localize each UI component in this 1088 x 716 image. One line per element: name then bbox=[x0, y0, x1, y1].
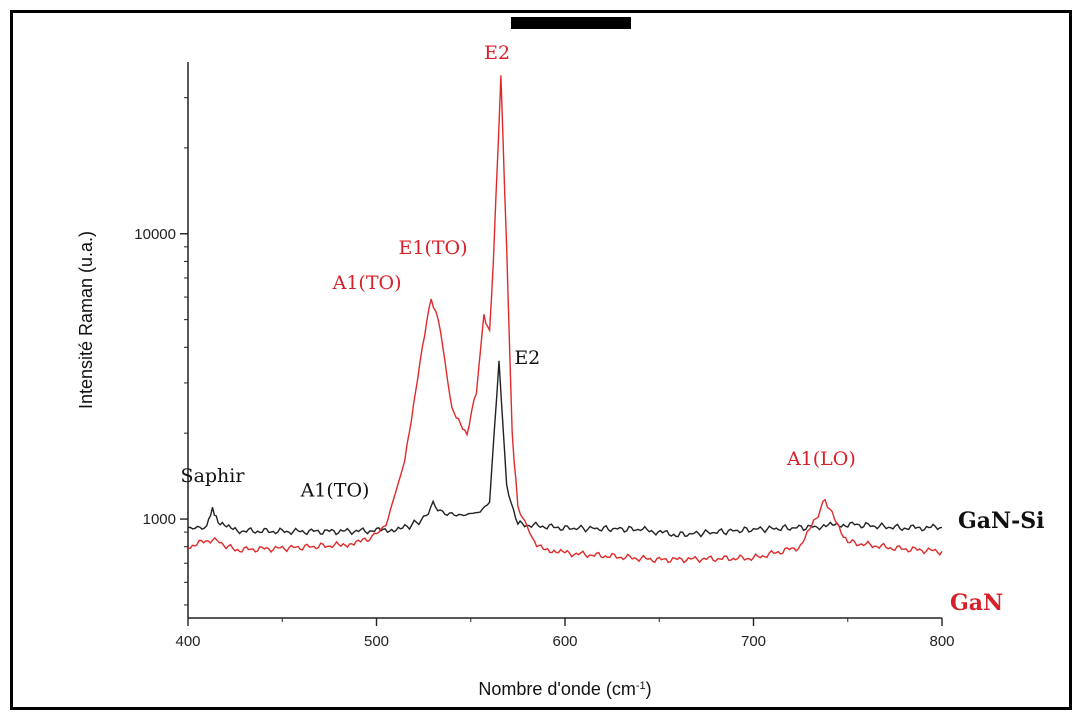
x-axis-title: Nombre d'onde (cm-1) bbox=[478, 679, 651, 699]
peak-annotation: Saphir bbox=[181, 465, 246, 487]
y-axis-title: Intensité Raman (u.a.) bbox=[76, 231, 96, 409]
peak-annotation: A1(LO) bbox=[786, 448, 856, 470]
series-line-gan bbox=[187, 75, 943, 564]
legend-label-gan-si: GaN-Si bbox=[958, 508, 1045, 534]
y-tick-label: 1000 bbox=[143, 511, 176, 528]
peak-annotation: E2 bbox=[514, 347, 540, 369]
top-decoration-bar bbox=[511, 17, 631, 29]
x-tick-label: 500 bbox=[364, 633, 389, 650]
chart-frame bbox=[10, 10, 1072, 710]
peak-annotation: E2 bbox=[484, 42, 510, 64]
peak-annotation: E1(TO) bbox=[399, 237, 468, 259]
y-tick-label: 10000 bbox=[134, 226, 176, 243]
x-tick-label: 700 bbox=[741, 633, 766, 650]
legend-label-gan: GaN bbox=[950, 590, 1003, 616]
series-layer bbox=[187, 75, 943, 564]
axes-group: 400 500 600 700 800 1000 10000 bbox=[134, 62, 955, 650]
peak-annotation: A1(TO) bbox=[332, 272, 402, 294]
peak-annotation: A1(TO) bbox=[300, 479, 370, 501]
x-tick-label: 600 bbox=[552, 633, 577, 650]
x-tick-label: 400 bbox=[175, 633, 200, 650]
x-tick-label: 800 bbox=[929, 633, 954, 650]
annotation-layer: Saphir A1(TO) A1(TO) E1(TO) E2 E2 A1(LO) GaN-Si… bbox=[181, 42, 1045, 616]
series-line-gan-si bbox=[187, 360, 943, 538]
